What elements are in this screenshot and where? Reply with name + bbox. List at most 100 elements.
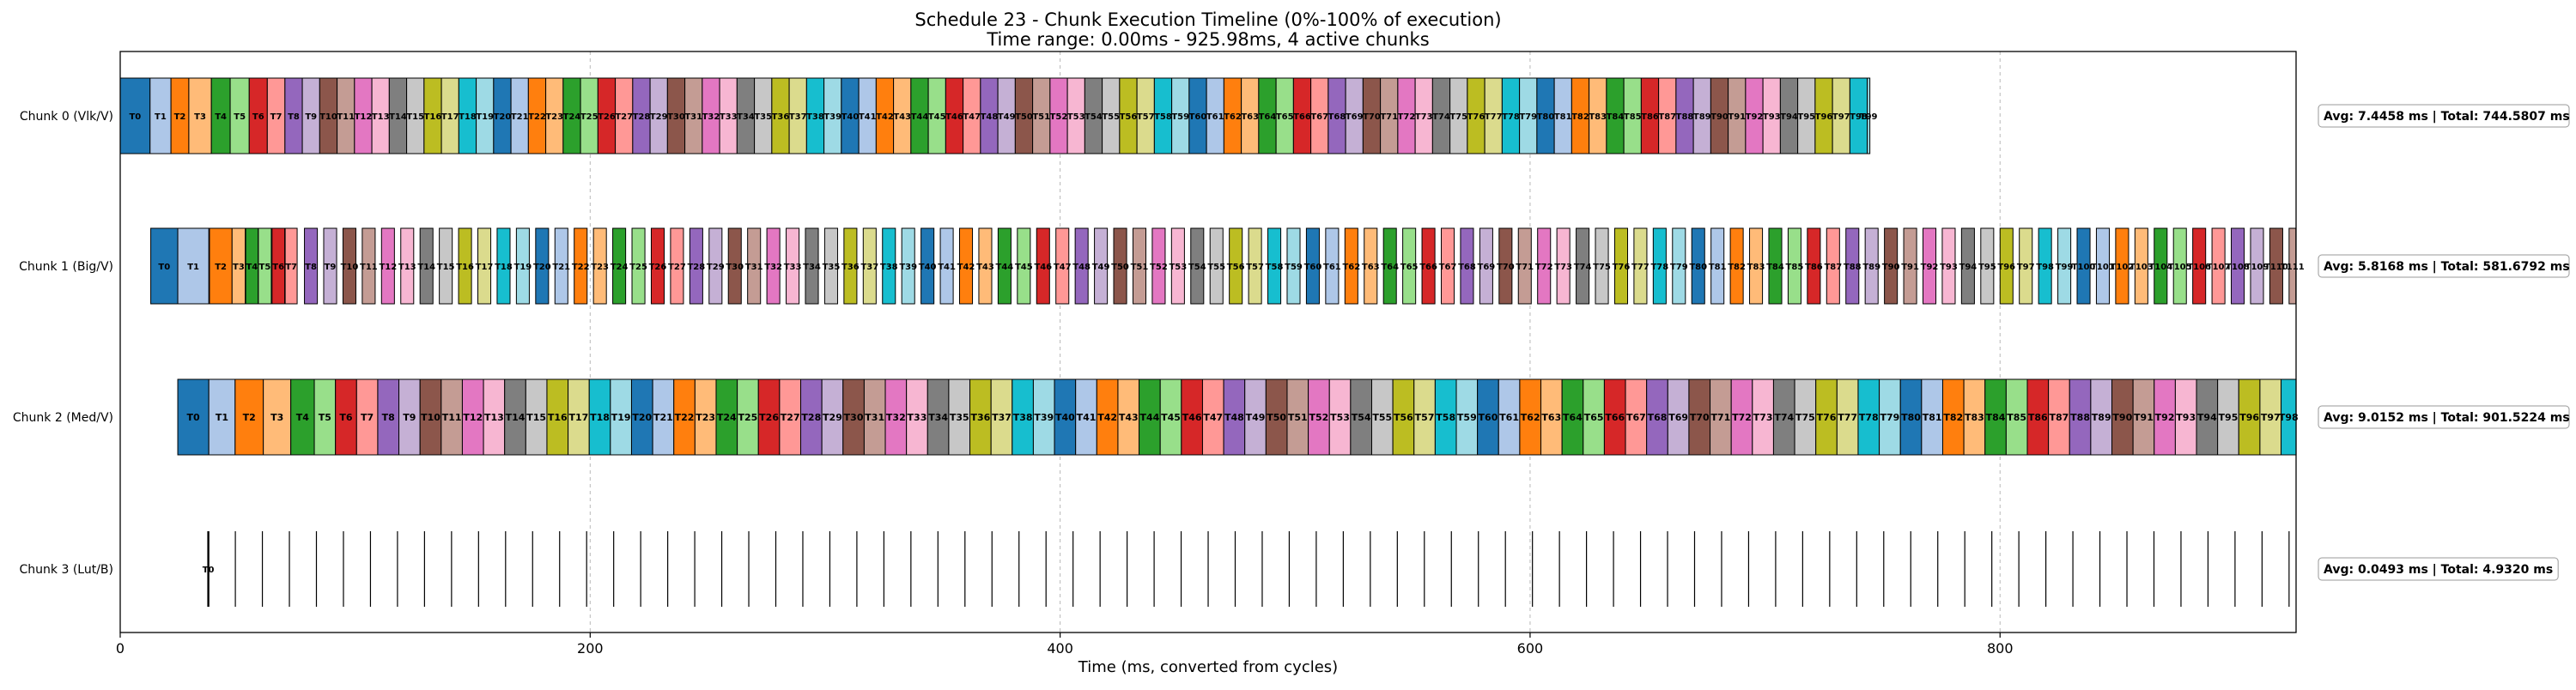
- task-bar: [231, 227, 246, 305]
- task-bar: [1159, 378, 1182, 456]
- task-label: T59: [1285, 263, 1303, 272]
- task-bar: [1440, 227, 1455, 305]
- task-bar: [1688, 378, 1711, 456]
- task-label: T66: [1293, 112, 1311, 122]
- task-bar: [779, 378, 802, 456]
- task-bar: [1036, 227, 1050, 305]
- task-bar: [1899, 378, 1923, 456]
- task-label: T38: [880, 263, 898, 272]
- task-label: T52: [1050, 112, 1068, 122]
- task-bar: [258, 227, 272, 305]
- task-bar: [673, 378, 696, 456]
- task-bar: [2095, 227, 2110, 305]
- task-label: T41: [1077, 412, 1097, 423]
- task-label: T0: [187, 412, 201, 423]
- task-label: T84: [1986, 412, 2006, 423]
- task-label: T91: [1728, 112, 1746, 122]
- task-label: T75: [1593, 263, 1611, 272]
- task-label: T93: [1940, 263, 1958, 272]
- task-label: T89: [2092, 412, 2111, 423]
- task-bar: [149, 77, 172, 154]
- task-bar: [1402, 227, 1417, 305]
- task-bar: [1517, 227, 1532, 305]
- task-bar: [1867, 77, 1871, 154]
- task-label: T86: [2028, 412, 2048, 423]
- task-label: T24: [563, 112, 581, 122]
- task-bar: [304, 227, 319, 305]
- summary-box: [2318, 405, 2570, 429]
- task-label: T75: [1795, 412, 1815, 423]
- task-label: T17: [476, 263, 494, 272]
- task-label: T33: [908, 412, 927, 423]
- task-label: T17: [568, 412, 588, 423]
- task-label: T57: [1415, 412, 1435, 423]
- task-label: T68: [1648, 412, 1668, 423]
- task-bar: [1710, 227, 1725, 305]
- task-bar: [842, 378, 865, 456]
- chunk-label: Chunk 2 (Med/V): [13, 411, 113, 425]
- task-bar: [2038, 227, 2052, 305]
- task-bar: [263, 378, 292, 456]
- task-bar: [1921, 378, 1943, 456]
- task-bar: [1181, 378, 1203, 456]
- task-label: T71: [1710, 412, 1730, 423]
- task-bar: [1613, 227, 1629, 305]
- task-label: T38: [1013, 412, 1033, 423]
- task-label: T12: [355, 112, 373, 122]
- task-label: T16: [548, 412, 568, 423]
- task-bar: [1857, 378, 1880, 456]
- task-label: T71: [1380, 112, 1398, 122]
- task-label: T91: [2134, 412, 2154, 423]
- task-label: T97: [2261, 412, 2281, 423]
- task-label: T53: [1330, 412, 1350, 423]
- summary-box: [2318, 104, 2570, 128]
- task-label: T2: [243, 412, 256, 423]
- task-label: T97: [1832, 112, 1850, 122]
- task-label: T13: [398, 263, 416, 272]
- task-bar: [708, 227, 723, 305]
- task-label: T55: [1207, 263, 1225, 272]
- task-label: T42: [876, 112, 894, 122]
- chunk-summary: Avg: 0.0493 ms | Total: 4.9320 ms: [2324, 563, 2553, 577]
- task-label: T103: [2129, 263, 2154, 272]
- task-label: T40: [841, 112, 860, 122]
- task-bar: [2132, 378, 2155, 456]
- task-bar: [234, 378, 264, 456]
- task-bar: [1519, 378, 1542, 456]
- task-label: T87: [1658, 112, 1676, 122]
- task-bar: [1096, 378, 1119, 456]
- task-bar: [1350, 378, 1372, 456]
- task-bar: [969, 378, 992, 456]
- task-label: T37: [992, 412, 1012, 423]
- task-label: T72: [1535, 263, 1553, 272]
- task-label: T87: [2050, 412, 2069, 423]
- task-label: T58: [1266, 263, 1284, 272]
- task-label: T82: [1571, 112, 1589, 122]
- task-label: T61: [1499, 412, 1519, 423]
- task-label: T95: [1797, 112, 1815, 122]
- task-label: T59: [1457, 412, 1477, 423]
- task-label: T66: [1419, 263, 1437, 272]
- task-label: T15: [406, 112, 424, 122]
- task-bar: [1984, 378, 2007, 456]
- task-label: T70: [1363, 112, 1381, 122]
- task-label: T8: [305, 263, 317, 272]
- task-bar: [715, 378, 738, 456]
- task-label: T74: [1774, 412, 1794, 423]
- task-label: T99: [2056, 263, 2074, 272]
- task-label: T20: [632, 412, 652, 423]
- task-label: T16: [456, 263, 474, 272]
- task-label: T5: [234, 112, 246, 122]
- task-label: T6: [272, 263, 284, 272]
- task-bar: [2238, 378, 2261, 456]
- task-label: T78: [1650, 263, 1668, 272]
- task-label: T53: [1169, 263, 1187, 272]
- task-label: T104: [2148, 263, 2172, 272]
- task-label: T108: [2226, 263, 2250, 272]
- summary-box: [2318, 557, 2559, 581]
- task-label: T96: [1997, 263, 2015, 272]
- task-label: T46: [1034, 263, 1052, 272]
- task-bar: [1413, 378, 1436, 456]
- task-label: T15: [526, 412, 546, 423]
- task-label: T38: [806, 112, 824, 122]
